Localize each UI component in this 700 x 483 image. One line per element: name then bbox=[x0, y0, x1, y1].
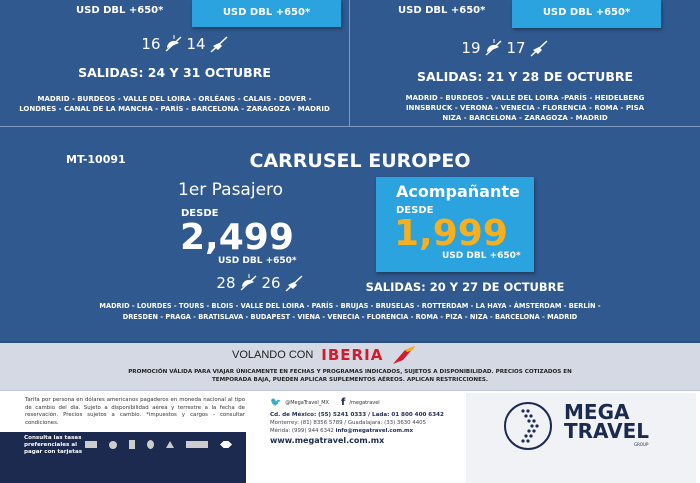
divider bbox=[0, 126, 700, 127]
days-count: 19 bbox=[461, 39, 481, 57]
airline-row: VOLANDO CON IBERIA bbox=[232, 344, 417, 366]
price-unit: USD DBL +650* bbox=[398, 5, 486, 16]
social-row: 🐦 @MegaTravel_MX f /megatravel bbox=[270, 397, 465, 408]
sun-icon bbox=[484, 39, 502, 56]
merida-row: Mérida: (999) 944 6342 info@megatravel.c… bbox=[270, 428, 465, 434]
phone-merida: Mérida: (999) 944 6342 bbox=[270, 428, 334, 434]
route-line: DRESDEN - PRAGA - BRATISLAVA - BUDAPEST … bbox=[122, 313, 578, 321]
price-unit: USD DBL +650* bbox=[76, 5, 164, 16]
bank-logo-icon bbox=[109, 440, 117, 449]
moon-icon bbox=[210, 36, 228, 53]
first-price: 2,499 bbox=[180, 217, 294, 258]
contact-block: 🐦 @MegaTravel_MX f /megatravel Cd. de Mé… bbox=[270, 397, 465, 445]
companion-unit: USD DBL +650* bbox=[542, 7, 631, 18]
route-line: NIZA - BARCELONA - ZARAGOZA - MADRID bbox=[442, 114, 608, 122]
iberia-logo: IBERIA bbox=[321, 346, 384, 364]
logo-mega: MEGA bbox=[564, 400, 630, 424]
duration: 16 14 bbox=[120, 34, 250, 54]
price-unit: USD DBL +650* bbox=[218, 256, 297, 266]
facebook-icon[interactable]: f bbox=[340, 397, 346, 408]
duration: 28 26 bbox=[195, 273, 325, 293]
email-link[interactable]: info@megatravel.com.mx bbox=[335, 428, 414, 434]
iberia-wing-icon bbox=[393, 346, 416, 364]
amex-logo-icon bbox=[186, 441, 208, 448]
megatravel-logo-icon bbox=[504, 402, 552, 450]
companion-price-box: USD DBL +650* bbox=[192, 0, 341, 27]
nights-count: 26 bbox=[261, 274, 281, 292]
route-line: MADRID - BURDEOS - VALLE DEL LOIRA - ORL… bbox=[37, 95, 312, 103]
terms-text: Tarifa por persona en dólares americanos… bbox=[25, 397, 245, 426]
disclaimer-line: PROMOCIÓN VÁLIDA PARA VIAJAR ÚNICAMENTE … bbox=[128, 369, 572, 375]
nights-count: 17 bbox=[506, 39, 526, 57]
disclaimer: PROMOCIÓN VÁLIDA PARA VIAJAR ÚNICAMENTE … bbox=[0, 368, 700, 384]
airline-band bbox=[0, 341, 700, 390]
departures: SALIDAS: 21 Y 28 DE OCTUBRE bbox=[416, 69, 634, 84]
facebook-handle[interactable]: /megatravel bbox=[349, 399, 380, 406]
companion-unit: USD DBL +650* bbox=[442, 251, 521, 261]
divider bbox=[349, 0, 350, 126]
logo-panel: MEGA TRAVEL GROUP bbox=[466, 393, 696, 483]
route: MADRID - BURDEOS - VALLE DEL LOIRA - ORL… bbox=[0, 94, 349, 114]
bank-logo-icon bbox=[147, 440, 154, 449]
moon-icon bbox=[530, 40, 548, 57]
hsbc-logo-icon bbox=[220, 441, 232, 448]
departures: SALIDAS: 24 Y 31 OCTUBRE bbox=[78, 65, 271, 80]
tour-code: MT-10091 bbox=[66, 153, 126, 166]
cards-panel: Consulta las tasas preferenciales al pag… bbox=[0, 432, 246, 483]
bank-logo-icon bbox=[129, 440, 135, 449]
days-count: 16 bbox=[141, 35, 161, 53]
departures: SALIDAS: 20 Y 27 DE OCTUBRE bbox=[365, 280, 565, 294]
phone-mty: Monterrey: (81) 8356 5789 / Guadalajara:… bbox=[270, 420, 427, 426]
route: MADRID - LOURDES - TOURS - BLOIS - VALLE… bbox=[0, 301, 700, 323]
companion-price-box: USD DBL +650* bbox=[512, 0, 661, 28]
bank-logo-icon bbox=[166, 441, 174, 448]
twitter-icon[interactable]: 🐦 bbox=[270, 397, 282, 408]
cards-text: Consulta las tasas preferenciales al pag… bbox=[24, 435, 83, 455]
route-line: MADRID - LOURDES - TOURS - BLOIS - VALLE… bbox=[99, 302, 601, 310]
bank-logos bbox=[85, 440, 232, 449]
route-line: LONDRES - CANAL DE LA MANCHA - PARÍS - B… bbox=[19, 105, 330, 113]
route-line: MADRID - BURDEOS - VALLE DEL LOIRA -PARÍ… bbox=[405, 94, 645, 102]
desde-label: DESDE bbox=[396, 205, 434, 216]
route-line: INNSBRUCK - VERONA - VENECIA - FLORENCIA… bbox=[405, 104, 645, 112]
days-count: 28 bbox=[216, 274, 236, 292]
duration: 19 17 bbox=[440, 38, 570, 58]
sun-icon bbox=[239, 274, 257, 291]
moon-icon bbox=[285, 275, 303, 292]
companion-price: 1,999 bbox=[394, 213, 508, 254]
website-link[interactable]: www.megatravel.com.mx bbox=[270, 436, 385, 445]
twitter-handle[interactable]: @MegaTravel_MX bbox=[285, 399, 329, 406]
desde-label: DESDE bbox=[181, 208, 219, 219]
flying-with-label: VOLANDO CON bbox=[232, 349, 314, 361]
companion-label: Acompañante bbox=[396, 182, 520, 201]
first-passenger-label: 1er Pasajero bbox=[178, 180, 284, 200]
logo-travel: TRAVEL bbox=[564, 419, 650, 443]
companion-price-box: Acompañante DESDE 1,999 USD DBL +650* bbox=[376, 177, 534, 272]
tour-title: CARRUSEL EUROPEO bbox=[249, 150, 471, 172]
route: MADRID - BURDEOS - VALLE DEL LOIRA -PARÍ… bbox=[350, 93, 700, 123]
logo-group: GROUP bbox=[634, 442, 649, 447]
companion-unit: USD DBL +650* bbox=[222, 7, 311, 18]
phone-cdmx: Cd. de México: (55) 5241 0333 / Lada: 01… bbox=[270, 412, 444, 418]
disclaimer-line: TEMPORADA BAJA, PUEDEN APLICAR SUPLEMENT… bbox=[211, 377, 489, 383]
main-section bbox=[0, 127, 700, 341]
sun-icon bbox=[164, 35, 182, 52]
nights-count: 14 bbox=[186, 35, 206, 53]
bank-logo-icon bbox=[85, 441, 97, 448]
